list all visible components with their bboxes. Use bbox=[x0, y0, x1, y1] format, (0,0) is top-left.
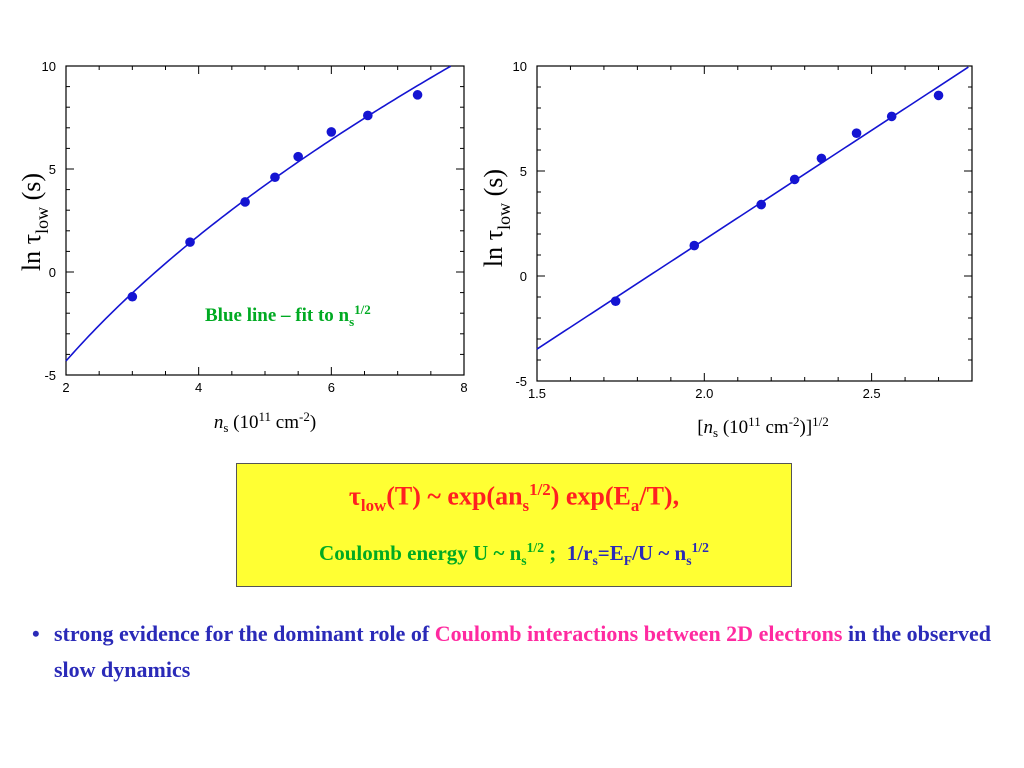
bullet-part-3: in the observed slow dynamics bbox=[54, 621, 991, 682]
tau-subscript: low bbox=[360, 495, 387, 515]
chart1-xtick-label: 2.5 bbox=[863, 386, 881, 401]
left-y-axis-label: ln τlow (s) bbox=[17, 173, 52, 271]
chart1-fit-line bbox=[536, 66, 969, 350]
chart0-xtick-label: 4 bbox=[195, 380, 202, 395]
right-x-axis-label: [ns (1011 cm-2)]1/2 bbox=[697, 414, 829, 440]
chart1-xtick-label: 1.5 bbox=[528, 386, 546, 401]
chart0-data-point bbox=[270, 172, 280, 183]
tau-symbol: τ bbox=[348, 481, 361, 511]
rs-text: 1/r bbox=[556, 541, 593, 565]
chart0-ytick-label: 0 bbox=[49, 265, 56, 280]
chart1-data-point bbox=[610, 296, 621, 307]
formula-part-b: ) exp(E bbox=[550, 481, 631, 511]
ea-subscript: a bbox=[630, 495, 640, 515]
bullet-part-1: strong evidence for the dominant role of bbox=[54, 621, 435, 646]
formula-coulomb: Coulomb energy U ~ ns1/2 ; 1/rs=EF/U ~ n… bbox=[237, 540, 791, 569]
ns-subscript: s bbox=[522, 495, 530, 515]
chart1-ytick-label: 0 bbox=[520, 269, 527, 284]
chart1-data-point bbox=[851, 128, 862, 138]
chart0-ytick-label: -5 bbox=[44, 368, 56, 383]
chart1-data-point bbox=[816, 153, 827, 164]
chart0-data-point bbox=[412, 90, 423, 100]
coulomb-sub: s bbox=[521, 553, 527, 569]
chart0-data-point bbox=[326, 127, 337, 137]
fit-annotation: Blue line – fit to ns1/2 bbox=[205, 302, 371, 329]
chart0-data-point bbox=[363, 110, 373, 121]
chart1-ytick-label: -5 bbox=[515, 374, 527, 389]
left-x-axis-label: ns (1011 cm-2) bbox=[214, 409, 316, 435]
right-y-axis-label: ln τlow (s) bbox=[479, 169, 514, 267]
bullet-icon: • bbox=[32, 621, 40, 646]
coulomb-sep: ; bbox=[544, 541, 557, 565]
chart0-xtick-label: 8 bbox=[460, 380, 467, 395]
chart0-xtick-label: 2 bbox=[62, 380, 69, 395]
chart1-data-point bbox=[756, 199, 766, 210]
ef-sub: F bbox=[623, 553, 633, 569]
formula-box: τlow(T) ~ exp(ans1/2) exp(Ea/T), Coulomb… bbox=[236, 463, 792, 587]
coulomb-text: Coulomb energy U ~ n bbox=[319, 541, 522, 565]
chart0-data-point bbox=[240, 197, 250, 207]
half-exponent: 1/2 bbox=[529, 480, 551, 499]
rs-ns-sub: s bbox=[686, 553, 692, 569]
chart1-data-point bbox=[933, 90, 944, 101]
chart0-data-point bbox=[293, 151, 303, 162]
chart0-ytick-label: 5 bbox=[49, 162, 56, 177]
chart1-ytick-label: 5 bbox=[520, 164, 527, 179]
bullet-text: strong evidence for the dominant role of… bbox=[54, 616, 994, 688]
chart1-ytick-label: 10 bbox=[513, 59, 527, 74]
bullet-part-2: Coulomb interactions between 2D electron… bbox=[434, 621, 843, 646]
formula-part-c: /T), bbox=[639, 481, 680, 511]
chart1-data-point bbox=[789, 174, 800, 185]
chart0-plot-frame bbox=[65, 65, 465, 376]
rs-ns-sup: 1/2 bbox=[691, 540, 709, 555]
rs-eq: =E bbox=[597, 541, 624, 565]
chart0-data-point bbox=[185, 237, 195, 247]
chart0-ytick-label: 10 bbox=[42, 59, 56, 74]
chart1-plot-frame bbox=[536, 65, 973, 382]
chart1-data-point bbox=[689, 240, 700, 251]
chart0-data-point bbox=[127, 291, 138, 302]
coulomb-sup: 1/2 bbox=[526, 540, 545, 555]
chart0-xtick-label: 6 bbox=[328, 380, 335, 395]
formula-main: τlow(T) ~ exp(ans1/2) exp(Ea/T), bbox=[237, 480, 791, 516]
rs-tail: /U ~ n bbox=[632, 541, 687, 565]
chart1-data-point bbox=[886, 111, 897, 122]
formula-part-a: (T) ~ exp(an bbox=[386, 481, 523, 511]
rs-sub: s bbox=[592, 553, 598, 569]
chart1-xtick-label: 2.0 bbox=[695, 386, 713, 401]
